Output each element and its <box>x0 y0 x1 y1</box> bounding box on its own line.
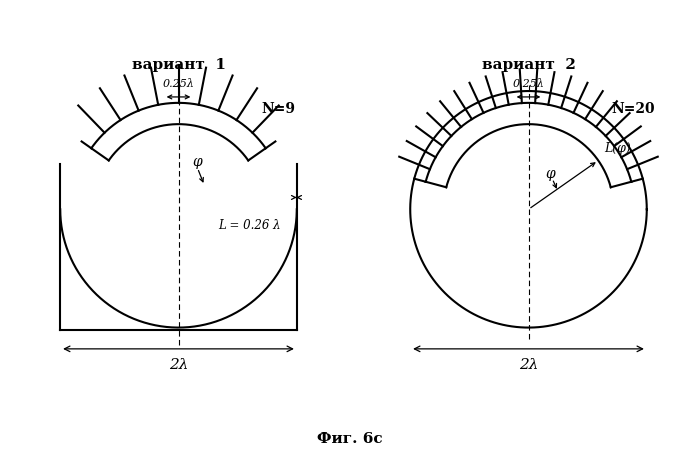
Text: L = 0.26 λ: L = 0.26 λ <box>218 219 281 232</box>
Text: 2λ: 2λ <box>169 359 188 372</box>
Text: 2λ: 2λ <box>519 359 538 372</box>
Text: N=20: N=20 <box>611 102 655 116</box>
Text: Фиг. 6с: Фиг. 6с <box>317 432 383 446</box>
Text: φ: φ <box>545 167 554 181</box>
Text: N=9: N=9 <box>261 102 295 116</box>
Text: 0.25λ: 0.25λ <box>512 79 545 89</box>
Text: 0.25λ: 0.25λ <box>162 79 195 89</box>
Text: вариант  1: вариант 1 <box>132 58 225 72</box>
Text: вариант  2: вариант 2 <box>482 58 575 72</box>
Text: L(φ): L(φ) <box>604 142 631 155</box>
Text: φ: φ <box>193 155 202 169</box>
